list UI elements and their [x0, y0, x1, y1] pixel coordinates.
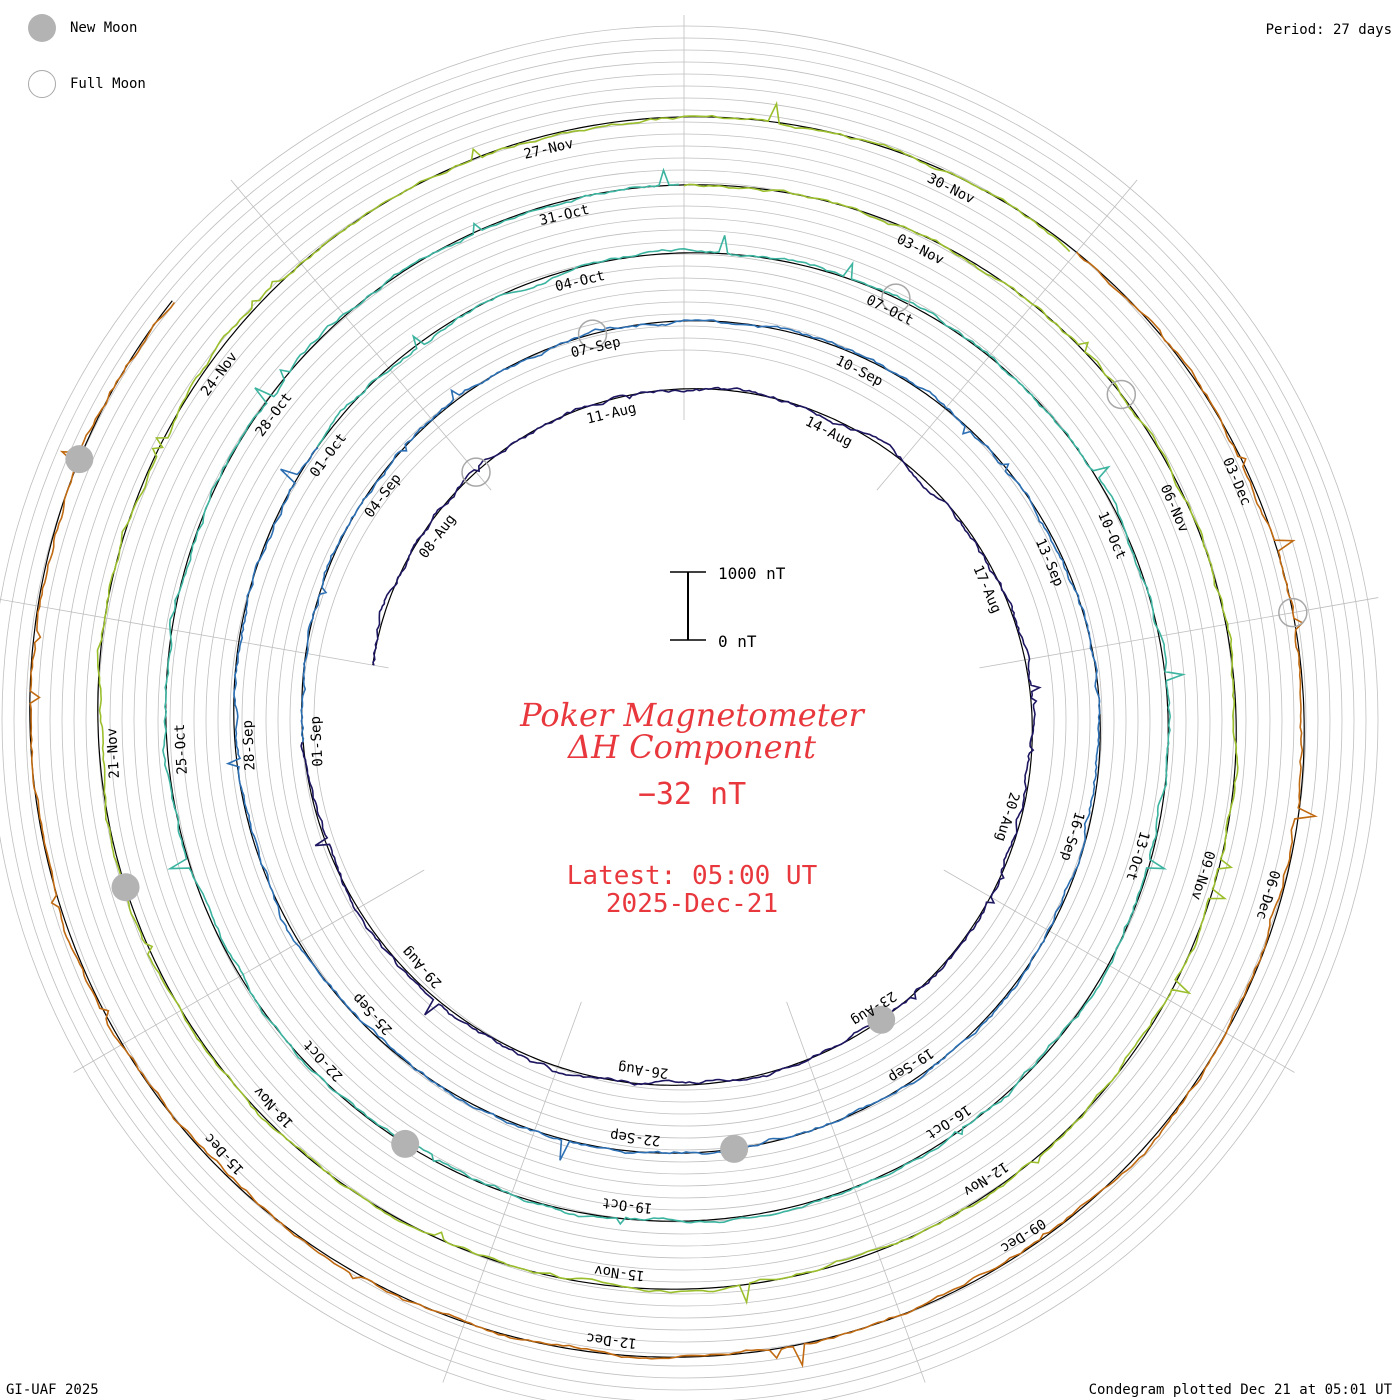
series-layer: [29, 101, 1318, 1368]
date-label: 16-Oct: [923, 1101, 974, 1142]
date-label: 28-Sep: [240, 720, 259, 771]
moon-layer: [65, 283, 1308, 1163]
date-label: 15-Nov: [593, 1262, 645, 1284]
new-moon-marker: [111, 873, 140, 902]
date-label: 08-Aug: [416, 512, 459, 562]
full-moon-marker: [881, 283, 911, 313]
series-line-dec: [29, 251, 1318, 1368]
date-label: 06-Nov: [1157, 482, 1192, 535]
date-label: 24-Nov: [198, 349, 241, 399]
date-label: 18-Nov: [251, 1083, 297, 1131]
legend-full-moon-label: Full Moon: [70, 76, 146, 92]
chart-subtitle: ΔH Component: [566, 728, 816, 766]
period-label: Period: 27 days: [1265, 22, 1392, 38]
legend-new-moon: New Moon: [28, 14, 137, 42]
series-line-sep: [225, 319, 1101, 1161]
date-label: 19-Sep: [885, 1044, 936, 1085]
grid-spoke: [442, 1001, 582, 1383]
date-label: 03-Dec: [1219, 455, 1254, 508]
date-label: 01-Sep: [308, 716, 327, 767]
new-moon-marker: [391, 1129, 420, 1158]
date-label: 22-Oct: [300, 1036, 346, 1084]
legend-full-moon: Full Moon: [28, 70, 146, 98]
series-line-nov: [96, 101, 1239, 1306]
latest-time: Latest: 05:00 UT: [567, 861, 818, 891]
date-label: 13-Sep: [1032, 536, 1067, 589]
latest-date: 2025-Dec-21: [606, 889, 778, 919]
full-moon-marker: [577, 319, 608, 349]
grid-spoke: [786, 1001, 926, 1383]
grid-spoke: [979, 597, 1379, 669]
grid-spoke: [73, 869, 425, 1073]
grid-spoke: [943, 869, 1295, 1073]
full-moon-marker: [461, 457, 491, 487]
scale-bar-top-label: 1000 nT: [718, 564, 786, 583]
scale-bar-bottom-label: 0 nT: [718, 632, 757, 651]
date-label: 25-Sep: [350, 990, 396, 1038]
date-label: 10-Oct: [1094, 509, 1129, 562]
date-label: 22-Sep: [609, 1127, 661, 1149]
chart-title: Poker Magnetometer: [519, 696, 865, 734]
date-label: 13-Oct: [1122, 829, 1152, 882]
date-label: 29-Aug: [399, 943, 445, 991]
grid-spoke: [876, 179, 1138, 491]
full-moon-marker: [1278, 597, 1308, 628]
date-label: 14-Aug: [802, 414, 854, 451]
date-label: 26-Aug: [617, 1059, 669, 1081]
full-moon-marker: [1106, 379, 1137, 410]
date-label: 16-Sep: [1057, 810, 1087, 863]
credit-label: GI-UAF 2025: [6, 1382, 99, 1398]
new-moon-marker: [720, 1134, 749, 1163]
date-label: 09-Dec: [997, 1215, 1048, 1256]
date-label: 12-Nov: [960, 1158, 1011, 1199]
plotted-timestamp: Condegram plotted Dec 21 at 05:01 UT: [1088, 1382, 1392, 1398]
date-label: 25-Oct: [172, 724, 191, 775]
scale-bar: 1000 nT 0 nT: [670, 564, 786, 651]
date-label: 19-Oct: [601, 1194, 653, 1216]
date-label: 12-Dec: [585, 1329, 637, 1351]
grid-spoke: [0, 598, 389, 669]
spoke-layer: [0, 15, 1379, 1383]
date-label: 21-Nov: [104, 728, 123, 779]
current-value: −32 nT: [638, 777, 746, 812]
new-moon-icon: [28, 14, 56, 42]
legend-new-moon-label: New Moon: [70, 20, 138, 36]
grid-spoke: [230, 179, 492, 491]
full-moon-icon: [28, 70, 56, 98]
date-label: 17-Aug: [969, 563, 1004, 616]
date-label: 06-Dec: [1253, 868, 1283, 921]
series-line-oct: [162, 167, 1187, 1226]
new-moon-marker: [65, 445, 94, 474]
new-moon-marker: [867, 1005, 896, 1034]
series-line-aug: [300, 386, 1042, 1086]
